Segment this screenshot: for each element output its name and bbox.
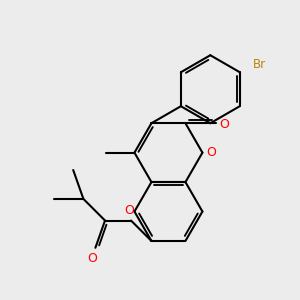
Text: O: O: [206, 146, 216, 159]
Text: O: O: [87, 252, 97, 265]
Text: Br: Br: [253, 58, 266, 71]
Text: O: O: [124, 204, 134, 217]
Text: O: O: [219, 118, 229, 131]
